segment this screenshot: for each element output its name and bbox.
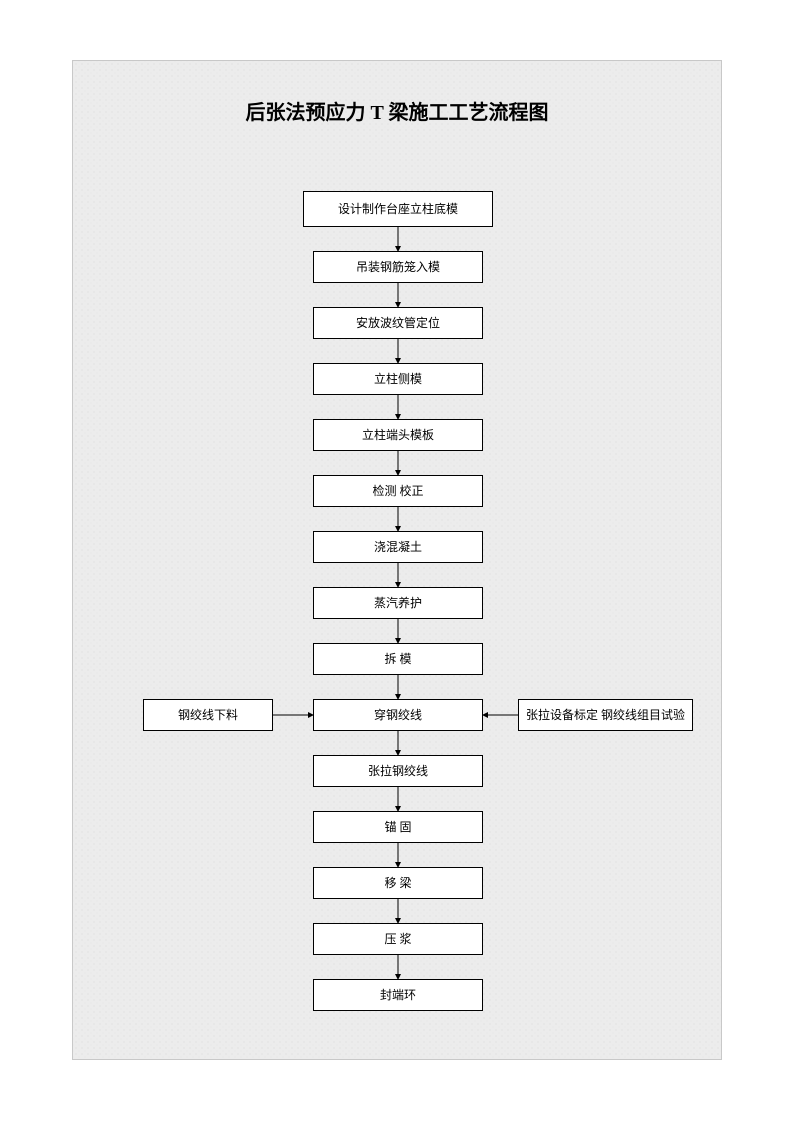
side-left-step: 钢绞线下料 xyxy=(143,699,273,731)
flow-step-1: 吊装钢筋笼入模 xyxy=(313,251,483,283)
flow-step-12: 移 梁 xyxy=(313,867,483,899)
flow-step-5: 检测 校正 xyxy=(313,475,483,507)
flow-step-4: 立柱端头模板 xyxy=(313,419,483,451)
flow-step-10: 张拉钢绞线 xyxy=(313,755,483,787)
flow-step-2: 安放波纹管定位 xyxy=(313,307,483,339)
flow-step-13: 压 浆 xyxy=(313,923,483,955)
flow-step-6: 浇混凝土 xyxy=(313,531,483,563)
flow-step-8: 拆 模 xyxy=(313,643,483,675)
side-right-step: 张拉设备标定 钢绞线组目试验 xyxy=(518,699,693,731)
flow-step-3: 立柱侧模 xyxy=(313,363,483,395)
flow-step-14: 封端环 xyxy=(313,979,483,1011)
paper-canvas: 后张法预应力 T 梁施工工艺流程图 设计制作台座立柱底模吊装钢筋笼入模安放波纹管… xyxy=(72,60,722,1060)
flow-step-0: 设计制作台座立柱底模 xyxy=(303,191,493,227)
page: 后张法预应力 T 梁施工工艺流程图 设计制作台座立柱底模吊装钢筋笼入模安放波纹管… xyxy=(0,0,794,1123)
flow-step-11: 锚 固 xyxy=(313,811,483,843)
flow-step-7: 蒸汽养护 xyxy=(313,587,483,619)
flow-step-9: 穿钢绞线 xyxy=(313,699,483,731)
